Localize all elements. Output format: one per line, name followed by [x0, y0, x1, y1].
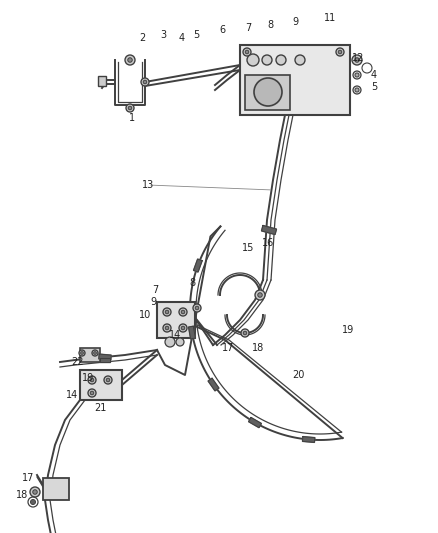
Circle shape	[81, 352, 83, 354]
Polygon shape	[99, 354, 111, 360]
Bar	[157, 302, 195, 338]
Circle shape	[128, 106, 132, 110]
Circle shape	[163, 308, 171, 316]
Circle shape	[353, 86, 361, 94]
Bar	[80, 348, 100, 362]
Text: 5: 5	[193, 30, 199, 40]
Circle shape	[143, 80, 147, 84]
Text: 13: 13	[142, 180, 154, 190]
Text: 15: 15	[242, 243, 254, 253]
Text: 18: 18	[16, 490, 28, 500]
Bar	[80, 370, 122, 400]
Text: 22: 22	[72, 357, 84, 367]
Circle shape	[181, 310, 185, 314]
Text: 19: 19	[82, 373, 94, 383]
Text: 9: 9	[292, 17, 298, 27]
Circle shape	[241, 329, 249, 337]
Circle shape	[353, 71, 361, 79]
Text: 12: 12	[352, 53, 364, 63]
Circle shape	[125, 55, 135, 65]
Circle shape	[295, 55, 305, 65]
Text: 17: 17	[222, 343, 234, 353]
Text: 2: 2	[139, 33, 145, 43]
Text: 6: 6	[219, 25, 225, 35]
Circle shape	[176, 338, 184, 346]
Text: 1: 1	[129, 113, 135, 123]
Circle shape	[243, 48, 251, 56]
Polygon shape	[189, 326, 195, 339]
Circle shape	[245, 50, 249, 54]
Circle shape	[128, 58, 132, 62]
Circle shape	[195, 306, 199, 310]
Text: 18: 18	[252, 343, 264, 353]
Circle shape	[30, 487, 40, 497]
Polygon shape	[249, 417, 261, 427]
Circle shape	[88, 389, 96, 397]
Text: 20: 20	[292, 370, 304, 380]
Text: 21: 21	[94, 403, 106, 413]
Text: 14: 14	[169, 330, 181, 340]
Text: 11: 11	[324, 13, 336, 23]
Circle shape	[163, 324, 171, 332]
Circle shape	[165, 337, 175, 347]
Polygon shape	[208, 378, 219, 391]
Text: 9: 9	[150, 297, 156, 307]
Circle shape	[104, 376, 112, 384]
Text: 3: 3	[160, 30, 166, 40]
Circle shape	[141, 78, 149, 86]
Circle shape	[165, 310, 169, 314]
Circle shape	[338, 50, 342, 54]
Polygon shape	[303, 437, 315, 442]
Circle shape	[165, 326, 169, 330]
Circle shape	[193, 304, 201, 312]
Text: 8: 8	[189, 278, 195, 288]
Circle shape	[258, 293, 262, 297]
Circle shape	[276, 55, 286, 65]
Text: 17: 17	[22, 473, 34, 483]
Polygon shape	[194, 259, 202, 272]
Circle shape	[79, 350, 85, 356]
Bar	[245, 75, 290, 110]
Circle shape	[94, 352, 96, 354]
Circle shape	[355, 88, 359, 92]
Circle shape	[247, 54, 259, 66]
Bar	[98, 76, 106, 86]
Circle shape	[355, 58, 359, 62]
Text: 5: 5	[371, 82, 377, 92]
Circle shape	[355, 73, 359, 77]
Circle shape	[33, 490, 37, 494]
Polygon shape	[100, 358, 110, 362]
Text: 19: 19	[342, 325, 354, 335]
Polygon shape	[261, 225, 276, 235]
Circle shape	[31, 499, 35, 505]
Circle shape	[336, 48, 344, 56]
Circle shape	[179, 324, 187, 332]
Bar	[43, 478, 69, 500]
Circle shape	[262, 55, 272, 65]
Circle shape	[254, 78, 282, 106]
Circle shape	[255, 290, 265, 300]
Text: 4: 4	[371, 70, 377, 80]
Circle shape	[243, 331, 247, 335]
Circle shape	[92, 350, 98, 356]
Circle shape	[106, 378, 110, 382]
Circle shape	[90, 391, 94, 395]
Circle shape	[90, 378, 94, 382]
Circle shape	[181, 326, 185, 330]
Circle shape	[179, 308, 187, 316]
Circle shape	[126, 104, 134, 112]
Text: 7: 7	[152, 285, 158, 295]
Text: 7: 7	[245, 23, 251, 33]
Text: 4: 4	[179, 33, 185, 43]
Text: 14: 14	[66, 390, 78, 400]
Bar	[240, 45, 350, 115]
Text: 16: 16	[262, 238, 274, 248]
Circle shape	[352, 55, 362, 65]
Text: 10: 10	[139, 310, 151, 320]
Circle shape	[88, 376, 96, 384]
Text: 8: 8	[267, 20, 273, 30]
